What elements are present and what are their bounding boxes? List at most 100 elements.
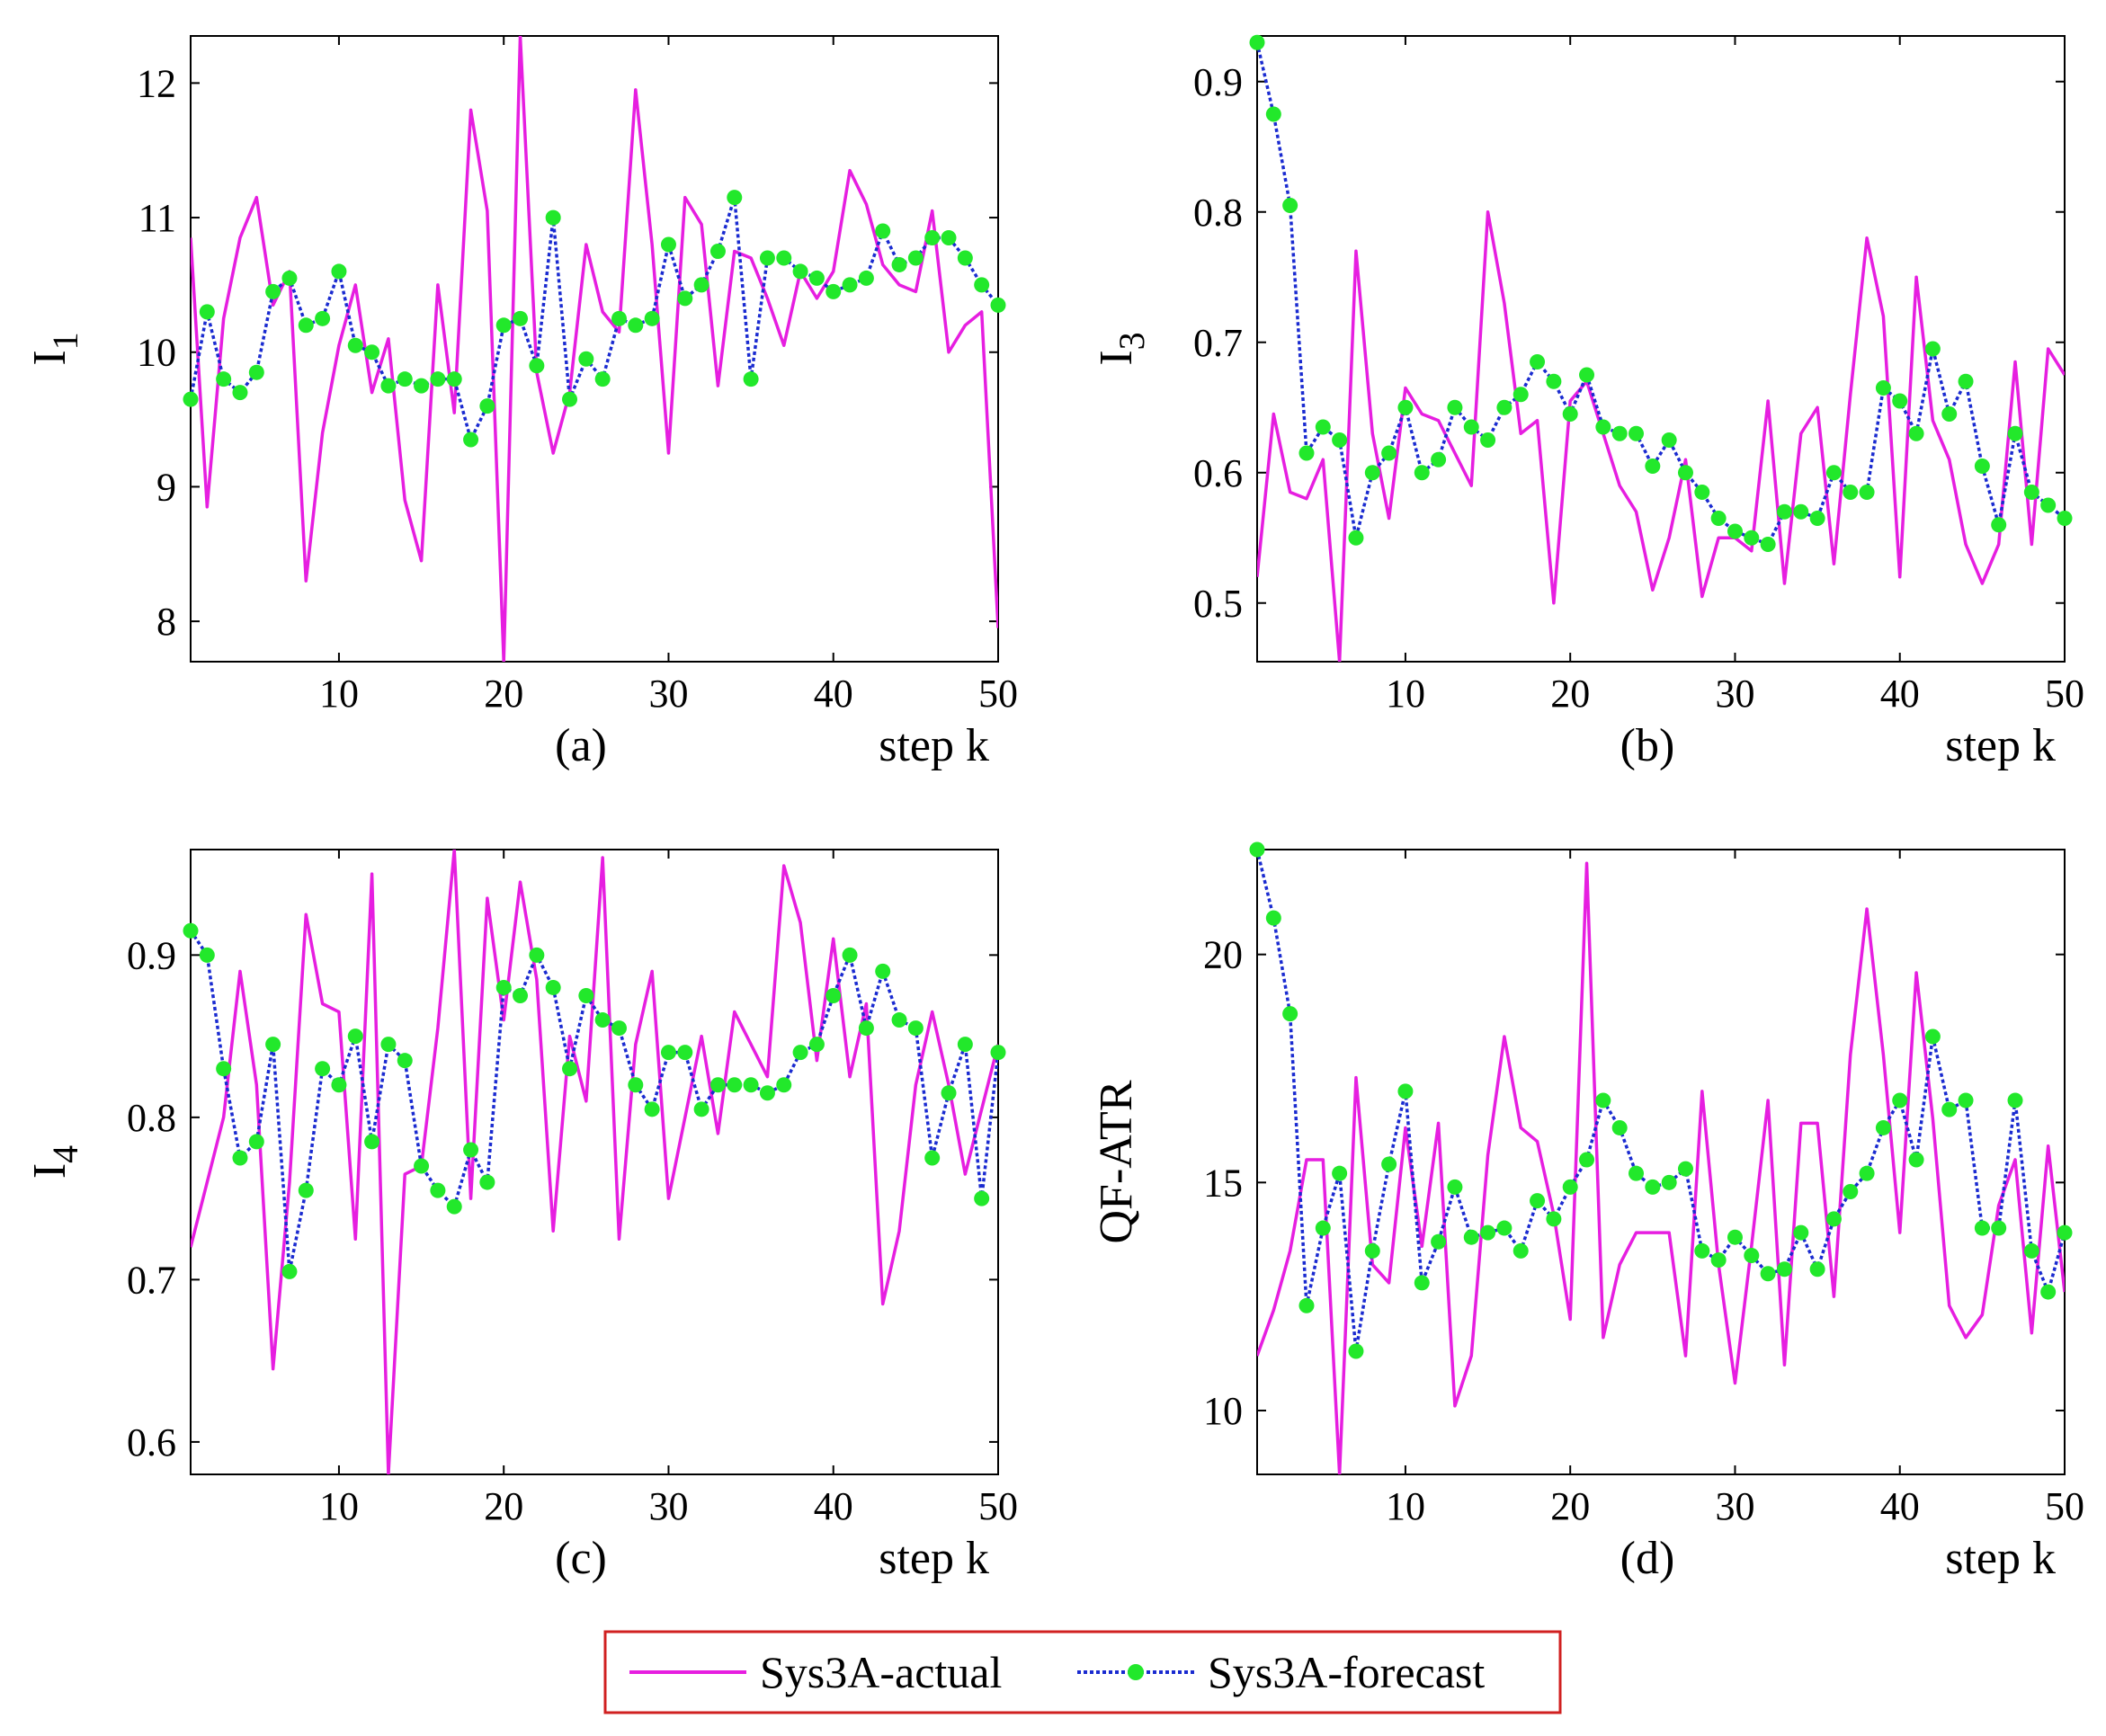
forecast-point xyxy=(1710,1252,1727,1269)
series-forecast-line xyxy=(191,197,998,444)
forecast-point xyxy=(347,1028,363,1045)
forecast-point xyxy=(1875,1119,1891,1135)
forecast-point xyxy=(2023,1242,2039,1259)
x-axis-label: step k xyxy=(879,720,989,771)
legend-forecast-label: Sys3A-forecast xyxy=(1208,1647,1485,1697)
x-tick-label: 40 xyxy=(814,1484,853,1528)
forecast-point xyxy=(875,223,891,239)
forecast-point xyxy=(1924,1028,1941,1045)
forecast-point xyxy=(1480,432,1496,448)
forecast-point xyxy=(1315,1220,1331,1236)
forecast-point xyxy=(1991,517,2007,533)
y-axis-label-subscript: 4 xyxy=(45,1145,85,1163)
forecast-point xyxy=(2023,485,2039,500)
forecast-point xyxy=(1629,1165,1645,1181)
forecast-point xyxy=(265,283,281,299)
forecast-point xyxy=(1530,1193,1546,1209)
forecast-point xyxy=(1414,1275,1430,1291)
forecast-point xyxy=(1348,530,1364,546)
forecast-point xyxy=(2057,511,2073,526)
forecast-point xyxy=(495,317,512,334)
forecast-point xyxy=(1908,425,1924,441)
forecast-point xyxy=(1859,485,1875,500)
forecast-point xyxy=(693,1101,709,1117)
series-actual-line xyxy=(1257,210,2065,662)
forecast-point xyxy=(808,270,825,286)
forecast-point xyxy=(644,310,660,326)
forecast-point xyxy=(2040,1284,2057,1300)
series-forecast-line xyxy=(1257,41,2065,547)
forecast-point xyxy=(315,310,331,326)
forecast-point xyxy=(265,1037,281,1053)
y-tick-label: 0.7 xyxy=(1193,321,1243,365)
panel-c-plot-area xyxy=(191,850,998,1474)
forecast-point xyxy=(924,230,941,246)
forecast-point xyxy=(875,963,891,979)
forecast-point xyxy=(199,304,215,320)
forecast-point xyxy=(825,987,842,1003)
forecast-point xyxy=(529,358,545,374)
y-tick-label: 0.6 xyxy=(127,1420,176,1464)
forecast-point xyxy=(1694,1242,1710,1259)
y-tick-label: 0.9 xyxy=(127,933,176,977)
forecast-point xyxy=(298,317,314,334)
x-tick-label: 20 xyxy=(1550,672,1590,716)
x-tick-label: 30 xyxy=(1715,672,1754,716)
forecast-point xyxy=(808,1037,825,1053)
forecast-point xyxy=(414,1158,430,1174)
forecast-point xyxy=(1595,419,1611,435)
forecast-point xyxy=(628,317,644,334)
forecast-point xyxy=(1414,465,1430,481)
forecast-point xyxy=(1315,419,1331,435)
forecast-point xyxy=(1249,841,1265,858)
forecast-point xyxy=(1677,465,1693,481)
forecast-point xyxy=(1941,1101,1958,1117)
forecast-point xyxy=(1332,432,1348,448)
forecast-point xyxy=(1727,1229,1743,1245)
forecast-point xyxy=(545,209,561,226)
forecast-point xyxy=(1431,1233,1447,1250)
x-tick-label: 20 xyxy=(484,672,523,716)
forecast-point xyxy=(1776,503,1792,520)
forecast-point xyxy=(430,371,446,387)
panel-caption: (b) xyxy=(1620,720,1675,771)
forecast-point xyxy=(1958,373,1974,389)
y-tick-label: 0.7 xyxy=(127,1258,176,1302)
forecast-point xyxy=(1447,399,1463,415)
x-tick-label: 20 xyxy=(1550,1484,1590,1528)
forecast-point xyxy=(1249,34,1265,50)
forecast-point xyxy=(1513,387,1529,403)
panel-caption: (a) xyxy=(555,720,607,771)
forecast-point xyxy=(1381,445,1397,461)
forecast-point xyxy=(1825,1211,1842,1227)
forecast-point xyxy=(1924,341,1941,357)
forecast-point xyxy=(380,1037,397,1053)
panel-d: 10 20 30 40 50 10 15 20 (d) step k QF-ATR xyxy=(1091,841,2084,1584)
forecast-point xyxy=(1760,1266,1776,1282)
forecast-point xyxy=(248,364,264,380)
forecast-point xyxy=(1298,445,1315,461)
forecast-point xyxy=(1661,1174,1677,1190)
forecast-point xyxy=(677,1045,693,1061)
forecast-point xyxy=(727,1077,743,1093)
forecast-point xyxy=(364,1134,380,1150)
forecast-point xyxy=(1298,1297,1315,1313)
x-tick-label: 40 xyxy=(814,672,853,716)
y-tick-label: 20 xyxy=(1203,933,1243,977)
x-tick-label: 50 xyxy=(2045,1484,2084,1528)
y-tick-label: 10 xyxy=(1203,1389,1243,1433)
forecast-point xyxy=(974,277,990,293)
y-tick-label: 8 xyxy=(156,600,176,644)
forecast-point xyxy=(463,432,479,448)
forecast-point xyxy=(446,371,462,387)
forecast-point xyxy=(216,1061,232,1077)
forecast-point xyxy=(1579,367,1595,383)
forecast-point xyxy=(463,1142,479,1158)
forecast-point xyxy=(1892,1092,1908,1108)
forecast-point xyxy=(281,1263,298,1279)
forecast-point xyxy=(1348,1343,1364,1359)
y-tick-label: 11 xyxy=(138,196,176,240)
forecast-point xyxy=(1974,1220,1990,1236)
panel-d-axes-box xyxy=(1256,849,2066,1475)
forecast-point xyxy=(792,263,808,280)
